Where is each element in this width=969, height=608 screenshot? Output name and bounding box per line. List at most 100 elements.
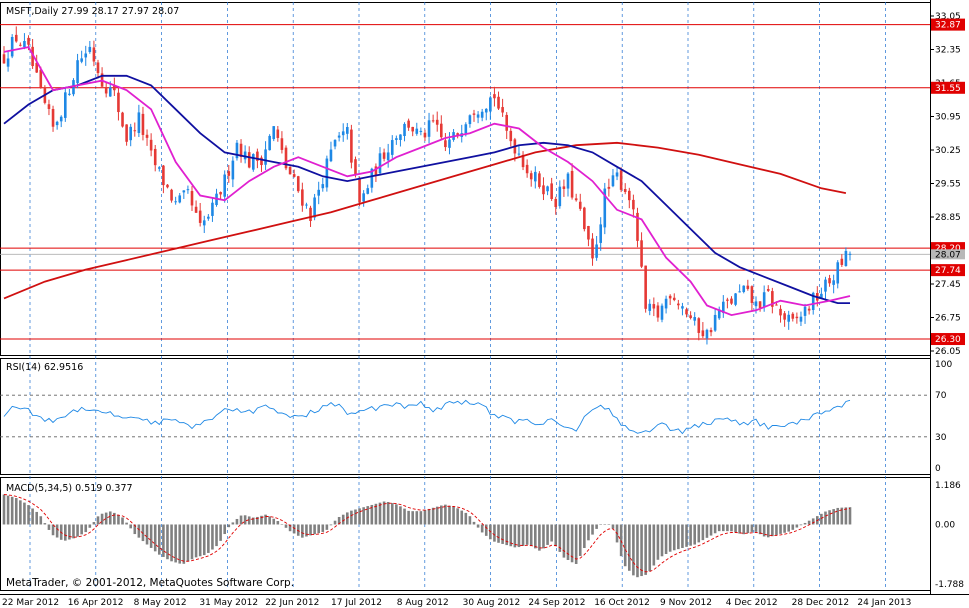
macd-tick-label: -1.788 (935, 580, 964, 590)
candle-bull (427, 120, 431, 137)
macd-hist-bar (194, 524, 198, 558)
candle-bear (672, 297, 676, 301)
macd-hist-bar (505, 524, 508, 546)
macd-hist-bar (632, 524, 635, 576)
candle-bull (484, 108, 488, 113)
candle-bull (333, 139, 337, 147)
candle-bear (256, 151, 259, 161)
macd-hist-bar (247, 516, 251, 525)
macd-hist-bar (178, 524, 182, 564)
x-tick-label: 4 Dec 2012 (726, 598, 778, 608)
candle-bear (501, 107, 504, 113)
candle-bull (23, 41, 26, 48)
candle-bull (64, 92, 67, 118)
price-level-box (931, 264, 965, 277)
macd-hist-bar (84, 524, 88, 533)
macd-hist-bar (272, 518, 276, 525)
rsi-tick-label: 0 (935, 464, 941, 474)
candle-bear (280, 138, 284, 150)
candle-bear (309, 207, 312, 222)
candle-bear (19, 44, 22, 46)
candle-bull (534, 171, 537, 182)
macd-hist-bar (619, 524, 623, 557)
candle-bear (350, 129, 353, 163)
macd-hist-bar (305, 524, 308, 537)
macd-hist-bar (799, 524, 803, 526)
candle-bear (435, 119, 439, 125)
candle-bear (505, 114, 508, 131)
macd-hist-bar (10, 496, 14, 525)
candle-bull (68, 93, 71, 95)
candle-bear (619, 170, 623, 190)
price-level-label: 27.74 (935, 266, 961, 276)
candle-bear (538, 173, 541, 187)
candle-bear (407, 120, 410, 128)
macd-hist-bar (341, 514, 345, 525)
rsi-panel (0, 394, 930, 438)
candle-bear (542, 185, 545, 195)
macd-hist-bar (235, 518, 239, 525)
macd-hist-bar (484, 524, 488, 536)
candle-bull (268, 135, 271, 151)
candle-bear (423, 132, 427, 138)
macd-hist-bar (709, 524, 713, 536)
macd-hist-bar (599, 524, 602, 525)
macd-hist-bar (292, 524, 296, 534)
candle-bull (243, 151, 247, 160)
macd-hist-bar (583, 524, 586, 548)
macd-hist-bar (476, 524, 480, 528)
macd-hist-bar (628, 524, 631, 571)
candle-bull (264, 149, 267, 165)
candle-bear (644, 265, 647, 309)
macd-hist-bar (64, 524, 67, 541)
macd-hist-bar (562, 524, 566, 558)
macd-hist-bar (750, 524, 754, 532)
candle-bear (677, 303, 680, 306)
candle-bear (141, 113, 145, 135)
macd-hist-bar (677, 524, 680, 550)
candle-bear (117, 92, 120, 113)
candle-bull (321, 184, 325, 189)
x-tick-label: 22 Jun 2012 (265, 598, 319, 608)
candle-bear (632, 199, 635, 210)
x-tick-label: 8 Aug 2012 (397, 598, 449, 608)
candle-bear (239, 143, 243, 157)
candle-bull (6, 58, 10, 67)
macd-hist-bar (697, 524, 701, 543)
macd-hist-bar (742, 524, 746, 535)
ma-mid-line (3, 74, 850, 304)
macd-hist-bar (419, 511, 423, 525)
macd-hist-bar (664, 524, 668, 555)
candle-bear (509, 130, 513, 142)
macd-hist-bar (493, 524, 496, 542)
candle-bear (529, 173, 533, 180)
price-level-box (931, 18, 965, 31)
x-tick-label: 24 Jan 2013 (857, 598, 911, 608)
macd-hist-bar (771, 524, 774, 537)
x-tick-label: 24 Sep 2012 (528, 598, 585, 608)
macd-hist-bar (198, 524, 202, 557)
candle-bull (803, 306, 807, 316)
candle-bear (766, 289, 770, 291)
macd-hist-bar (730, 524, 733, 532)
macd-hist-bar (648, 524, 652, 572)
candle-bear (791, 313, 795, 319)
candle-bear (276, 129, 280, 138)
macd-hist-bar (480, 524, 484, 533)
macd-hist-bar (288, 524, 292, 532)
macd-hist-bar (444, 504, 447, 525)
candle-bear (525, 164, 529, 174)
candle-bear (689, 315, 692, 319)
macd-hist-bar (14, 498, 18, 525)
candle-bull (129, 126, 132, 141)
macd-hist-bar (227, 524, 231, 528)
macd-hist-bar (366, 506, 370, 525)
axis-layer: 22 Mar 2012 16 Apr 2012 8 May 2012 31 May 2… (2, 12, 965, 608)
candle-bull (223, 174, 226, 197)
macd-hist-bar (149, 524, 153, 548)
price-tick-label: 30.95 (935, 113, 961, 123)
rsi-tick-label: 100 (935, 360, 952, 370)
candle-bull (390, 140, 394, 155)
macd-hist-bar (276, 521, 280, 525)
macd-hist-bar (350, 510, 353, 525)
